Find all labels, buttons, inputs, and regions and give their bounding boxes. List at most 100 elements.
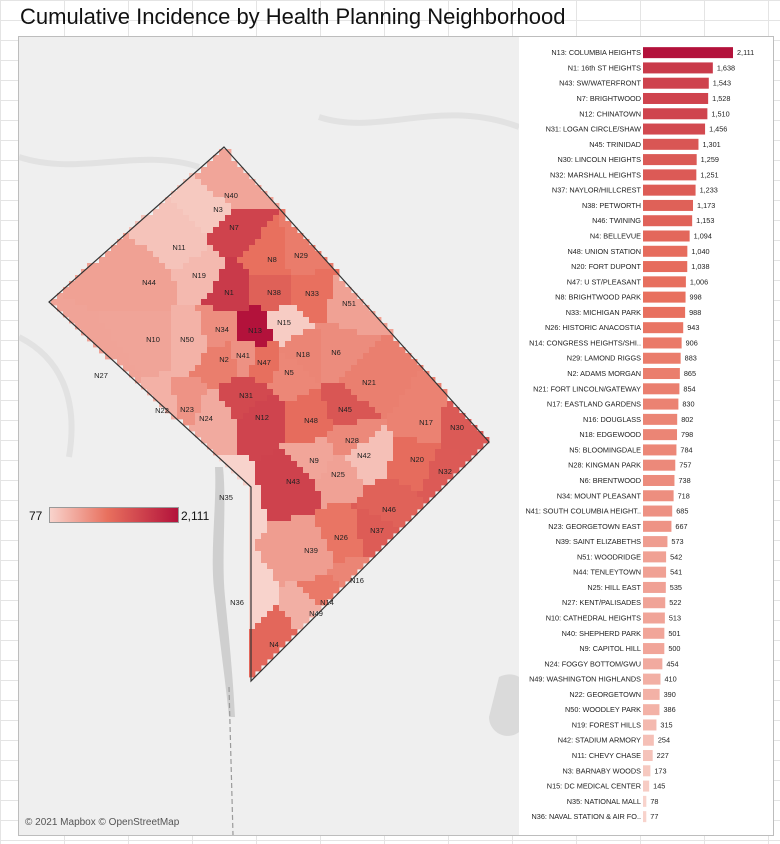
neighborhood-region-n26[interactable] xyxy=(333,521,340,528)
neighborhood-region-n26[interactable] xyxy=(321,527,328,534)
neighborhood-region-n7[interactable] xyxy=(249,215,256,222)
neighborhood-region-n17[interactable] xyxy=(399,395,406,402)
neighborhood-region-n29[interactable] xyxy=(297,245,304,252)
neighborhood-region-n12[interactable] xyxy=(243,437,250,444)
neighborhood-region-n42[interactable] xyxy=(369,455,376,462)
neighborhood-region-n40[interactable] xyxy=(267,203,274,210)
neighborhood-region-n19[interactable] xyxy=(201,275,208,282)
neighborhood-region-n4[interactable] xyxy=(279,629,286,636)
neighborhood-region-n24[interactable] xyxy=(213,431,220,438)
neighborhood-region-n33[interactable] xyxy=(315,275,322,282)
neighborhood-region-n24[interactable] xyxy=(213,413,220,420)
neighborhood-region-n39[interactable] xyxy=(273,563,280,570)
neighborhood-region-n49[interactable] xyxy=(285,593,292,600)
neighborhood-region-n18[interactable] xyxy=(309,365,316,372)
neighborhood-region-n4[interactable] xyxy=(255,641,262,648)
neighborhood-region-n44[interactable] xyxy=(129,293,136,300)
neighborhood-region-n49[interactable] xyxy=(291,593,298,600)
neighborhood-region-n39[interactable] xyxy=(261,545,268,552)
neighborhood-region-n29[interactable] xyxy=(303,251,310,258)
neighborhood-region-n44[interactable] xyxy=(147,263,154,270)
neighborhood-region-n11[interactable] xyxy=(171,257,178,264)
neighborhood-region-n3[interactable] xyxy=(189,215,196,222)
neighborhood-region-n44[interactable] xyxy=(147,281,154,288)
neighborhood-region-n47[interactable] xyxy=(273,365,280,372)
neighborhood-region-n37[interactable] xyxy=(357,509,364,516)
neighborhood-region-n2[interactable] xyxy=(201,377,208,384)
neighborhood-region-n35[interactable] xyxy=(249,515,256,522)
neighborhood-region-n47[interactable] xyxy=(267,341,274,348)
bar[interactable] xyxy=(643,62,713,74)
neighborhood-region-n25[interactable] xyxy=(333,497,340,504)
neighborhood-region-n46[interactable] xyxy=(399,491,406,498)
neighborhood-region-n17[interactable] xyxy=(417,419,424,426)
neighborhood-region-n43[interactable] xyxy=(279,449,286,456)
neighborhood-region-n51[interactable] xyxy=(345,287,352,294)
neighborhood-region-n12[interactable] xyxy=(243,425,250,432)
neighborhood-region-n11[interactable] xyxy=(135,221,142,228)
neighborhood-region-n11[interactable] xyxy=(171,251,178,258)
neighborhood-region-n14[interactable] xyxy=(303,581,310,588)
neighborhood-region-n11[interactable] xyxy=(183,251,190,258)
neighborhood-region-n12[interactable] xyxy=(243,443,250,450)
neighborhood-region-n39[interactable] xyxy=(285,569,292,576)
neighborhood-region-n48[interactable] xyxy=(315,425,322,432)
neighborhood-region-n4[interactable] xyxy=(255,653,262,660)
neighborhood-region-n19[interactable] xyxy=(195,299,202,306)
neighborhood-region-n22[interactable] xyxy=(159,401,166,408)
neighborhood-region-n33[interactable] xyxy=(297,287,304,294)
neighborhood-region-n26[interactable] xyxy=(345,503,352,510)
neighborhood-region-n10[interactable] xyxy=(123,341,130,348)
neighborhood-region-n20[interactable] xyxy=(417,467,424,474)
neighborhood-region-n10[interactable] xyxy=(159,323,166,330)
neighborhood-region-n37[interactable] xyxy=(363,509,370,516)
neighborhood-region-n29[interactable] xyxy=(291,257,298,264)
neighborhood-region-n6[interactable] xyxy=(333,365,340,372)
neighborhood-region-n39[interactable] xyxy=(285,539,292,546)
neighborhood-region-n39[interactable] xyxy=(303,545,310,552)
neighborhood-region-n44[interactable] xyxy=(153,287,160,294)
neighborhood-region-n31[interactable] xyxy=(237,383,244,390)
neighborhood-region-n17[interactable] xyxy=(435,425,442,432)
neighborhood-region-n40[interactable] xyxy=(243,191,250,198)
neighborhood-region-n36[interactable] xyxy=(249,569,256,576)
neighborhood-region-n35[interactable] xyxy=(225,461,232,468)
neighborhood-region-n47[interactable] xyxy=(273,359,280,366)
neighborhood-region-n3[interactable] xyxy=(183,197,190,204)
neighborhood-region-n27[interactable] xyxy=(87,323,94,330)
neighborhood-region-n4[interactable] xyxy=(267,623,274,630)
neighborhood-region-n39[interactable] xyxy=(297,527,304,534)
neighborhood-region-n17[interactable] xyxy=(423,377,430,384)
neighborhood-region-n7[interactable] xyxy=(231,239,238,246)
neighborhood-region-n31[interactable] xyxy=(243,395,250,402)
neighborhood-region-n23[interactable] xyxy=(201,383,208,390)
neighborhood-region-n24[interactable] xyxy=(207,389,214,396)
neighborhood-region-n29[interactable] xyxy=(279,221,286,228)
neighborhood-region-n15[interactable] xyxy=(285,329,292,336)
neighborhood-region-n22[interactable] xyxy=(165,389,172,396)
bar[interactable] xyxy=(643,780,650,792)
neighborhood-region-n3[interactable] xyxy=(201,227,208,234)
bar[interactable] xyxy=(643,169,697,181)
neighborhood-region-n12[interactable] xyxy=(279,407,286,414)
neighborhood-region-n44[interactable] xyxy=(135,275,142,282)
neighborhood-region-n29[interactable] xyxy=(291,233,298,240)
neighborhood-region-n44[interactable] xyxy=(81,299,88,306)
neighborhood-region-n49[interactable] xyxy=(279,593,286,600)
neighborhood-region-n17[interactable] xyxy=(423,437,430,444)
neighborhood-region-n7[interactable] xyxy=(225,239,232,246)
neighborhood-region-n46[interactable] xyxy=(393,497,400,504)
neighborhood-region-n38[interactable] xyxy=(279,299,286,306)
neighborhood-region-n11[interactable] xyxy=(177,227,184,234)
neighborhood-region-n1[interactable] xyxy=(243,269,250,276)
neighborhood-region-n15[interactable] xyxy=(297,323,304,330)
neighborhood-region-n10[interactable] xyxy=(159,347,166,354)
neighborhood-region-n46[interactable] xyxy=(363,491,370,498)
neighborhood-region-n20[interactable] xyxy=(399,467,406,474)
neighborhood-region-n44[interactable] xyxy=(99,257,106,264)
neighborhood-region-n23[interactable] xyxy=(195,389,202,396)
neighborhood-region-n13[interactable] xyxy=(255,311,262,318)
neighborhood-region-n40[interactable] xyxy=(231,161,238,168)
neighborhood-region-n19[interactable] xyxy=(219,263,226,270)
neighborhood-region-n50[interactable] xyxy=(195,329,202,336)
